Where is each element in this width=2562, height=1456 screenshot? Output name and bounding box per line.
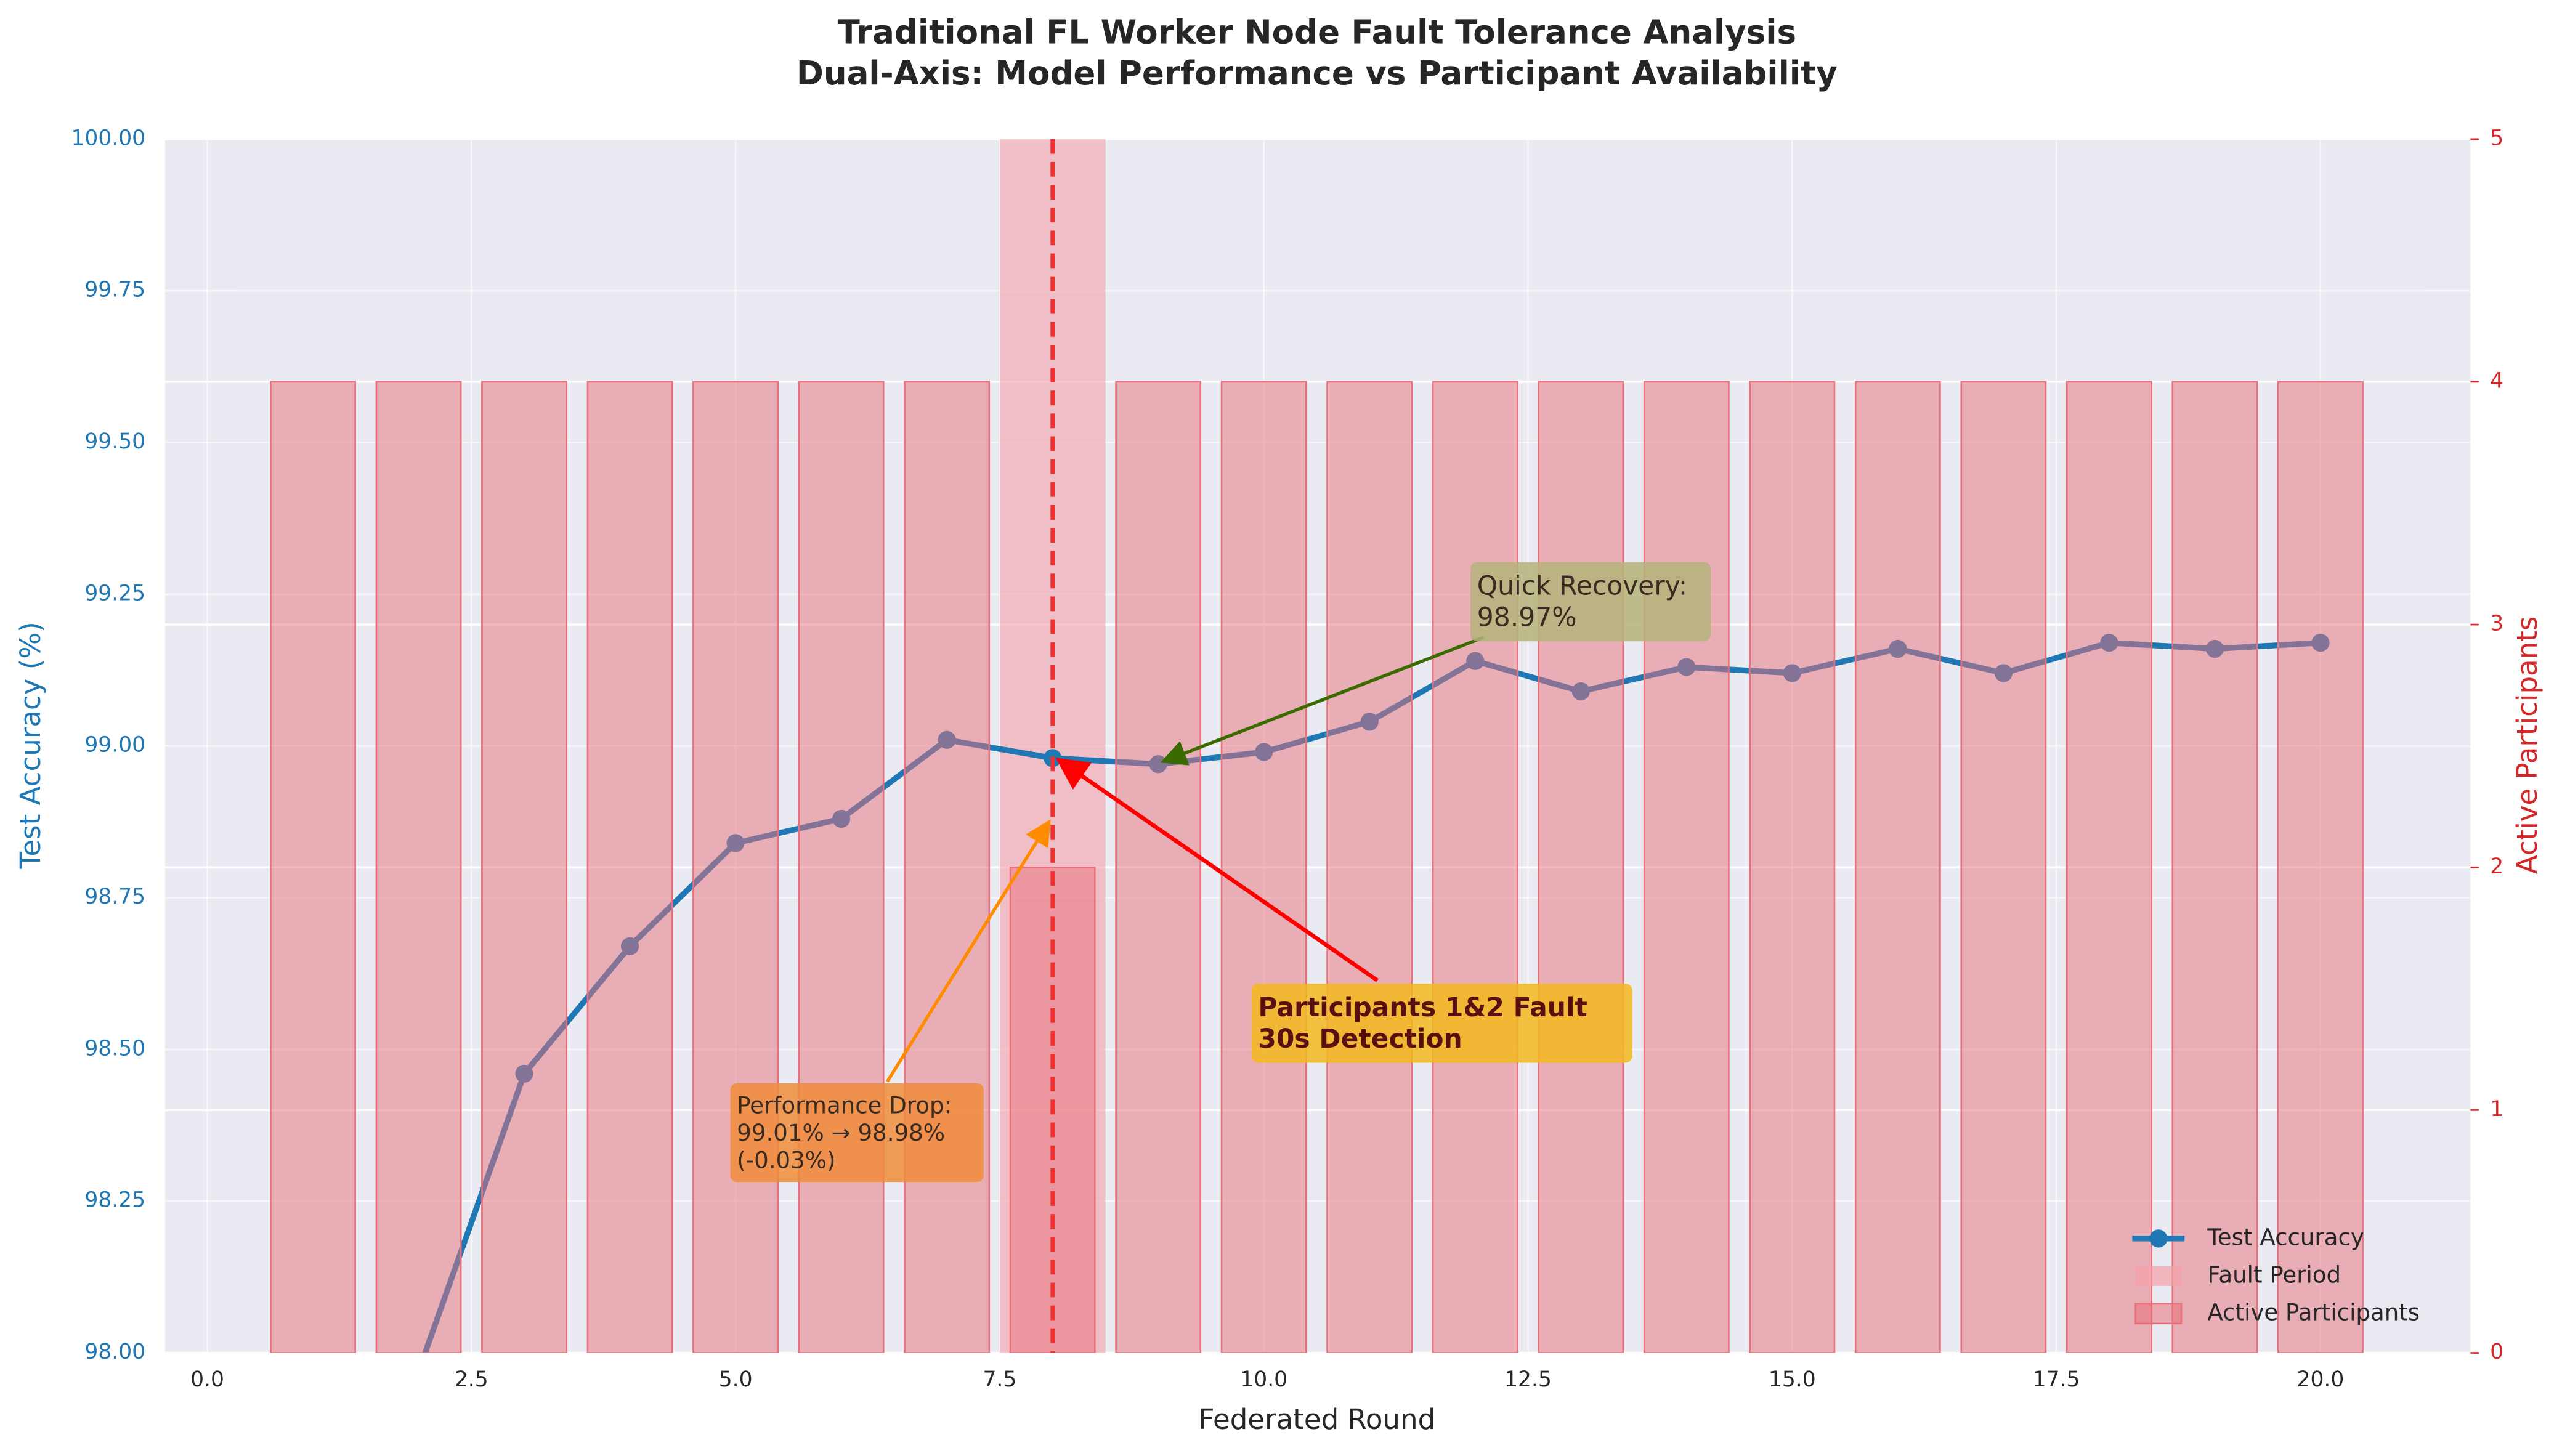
participant-bar <box>1432 381 1518 1353</box>
x-tick-label: 0.0 <box>190 1367 224 1392</box>
participant-bar <box>1854 381 1941 1353</box>
annotation-box <box>730 1083 984 1183</box>
annotation-text: Participants 1&2 Fault <box>1258 993 1587 1023</box>
annotation-text: 30s Detection <box>1258 1024 1462 1054</box>
participant-bar <box>481 381 567 1353</box>
legend-swatch <box>2135 1266 2181 1286</box>
participant-bar <box>1220 381 1307 1353</box>
y2-axis-label: Active Participants <box>2511 617 2544 875</box>
legend-label: Active Participants <box>2207 1299 2420 1325</box>
participant-bar <box>1643 381 1730 1353</box>
x-tick-label: 15.0 <box>1769 1367 1816 1392</box>
participant-bar <box>2065 381 2152 1353</box>
legend-swatch <box>2149 1229 2168 1248</box>
annotation-arrow <box>1160 636 1485 766</box>
x-tick-label: 2.5 <box>455 1367 488 1392</box>
x-tick-label: 5.0 <box>719 1367 753 1392</box>
annotation-arrow <box>886 819 1051 1083</box>
y-tick-label: 98.00 <box>84 1340 145 1364</box>
annotation-text: Performance Drop: <box>737 1093 952 1119</box>
annotation-text: Quick Recovery: <box>1477 572 1687 602</box>
y2-tick-label: 2 <box>2490 854 2503 879</box>
participant-bar <box>1326 381 1413 1353</box>
participant-bar <box>1538 381 1624 1353</box>
chart-title: Traditional FL Worker Node Fault Toleran… <box>838 14 1796 52</box>
participant-bar <box>586 381 673 1353</box>
participant-bar <box>270 381 356 1353</box>
annotation-arrow <box>1055 757 1379 982</box>
x-tick-label: 12.5 <box>1504 1367 1552 1392</box>
y-tick-label: 99.50 <box>84 429 145 454</box>
y2-tick-label: 4 <box>2490 368 2503 393</box>
legend-swatch <box>2134 1303 2183 1325</box>
x-tick-label: 10.0 <box>1240 1367 1287 1392</box>
participant-bar <box>1115 381 1202 1353</box>
y-tick-label: 98.75 <box>84 884 145 909</box>
participant-bar <box>692 381 779 1353</box>
participant-bar <box>2277 381 2364 1353</box>
participant-bar <box>375 381 462 1353</box>
plot <box>164 139 2471 1380</box>
annotation-box <box>1470 562 1711 642</box>
x-tick-label: 7.5 <box>983 1367 1016 1392</box>
annotation-text: 98.97% <box>1477 603 1577 633</box>
y-tick-label: 100.00 <box>71 126 145 150</box>
participant-bar <box>798 381 885 1353</box>
y-axis-label: Test Accuracy (%) <box>14 621 47 869</box>
y2-tick-label: 0 <box>2490 1340 2503 1364</box>
annotation-box <box>1251 984 1632 1063</box>
accuracy-point <box>410 1362 428 1380</box>
x-tick-label: 17.5 <box>2033 1367 2080 1392</box>
participant-bar <box>2171 381 2258 1353</box>
x-axis-label: Federated Round <box>1199 1403 1436 1436</box>
legend-label: Fault Period <box>2207 1261 2341 1288</box>
x-tick-label: 20.0 <box>2297 1367 2345 1392</box>
participant-bar <box>1749 381 1836 1353</box>
annotation-text: 99.01% → 98.98% <box>737 1120 945 1146</box>
y2-tick-label: 1 <box>2490 1097 2503 1122</box>
participant-bar <box>904 381 991 1353</box>
y-tick-label: 99.25 <box>84 581 145 605</box>
y-tick-label: 98.25 <box>84 1188 145 1213</box>
participant-bar <box>1960 381 2047 1353</box>
y-tick-label: 99.00 <box>84 733 145 758</box>
y2-tick-label: 5 <box>2490 126 2503 150</box>
legend-label: Test Accuracy <box>2207 1224 2364 1250</box>
y-tick-label: 99.75 <box>84 278 145 302</box>
chart-subtitle: Dual-Axis: Model Performance vs Particip… <box>797 54 1838 92</box>
y-tick-label: 98.50 <box>84 1036 145 1061</box>
y2-tick-label: 3 <box>2490 612 2503 636</box>
annotation-text: (-0.03%) <box>737 1147 835 1174</box>
